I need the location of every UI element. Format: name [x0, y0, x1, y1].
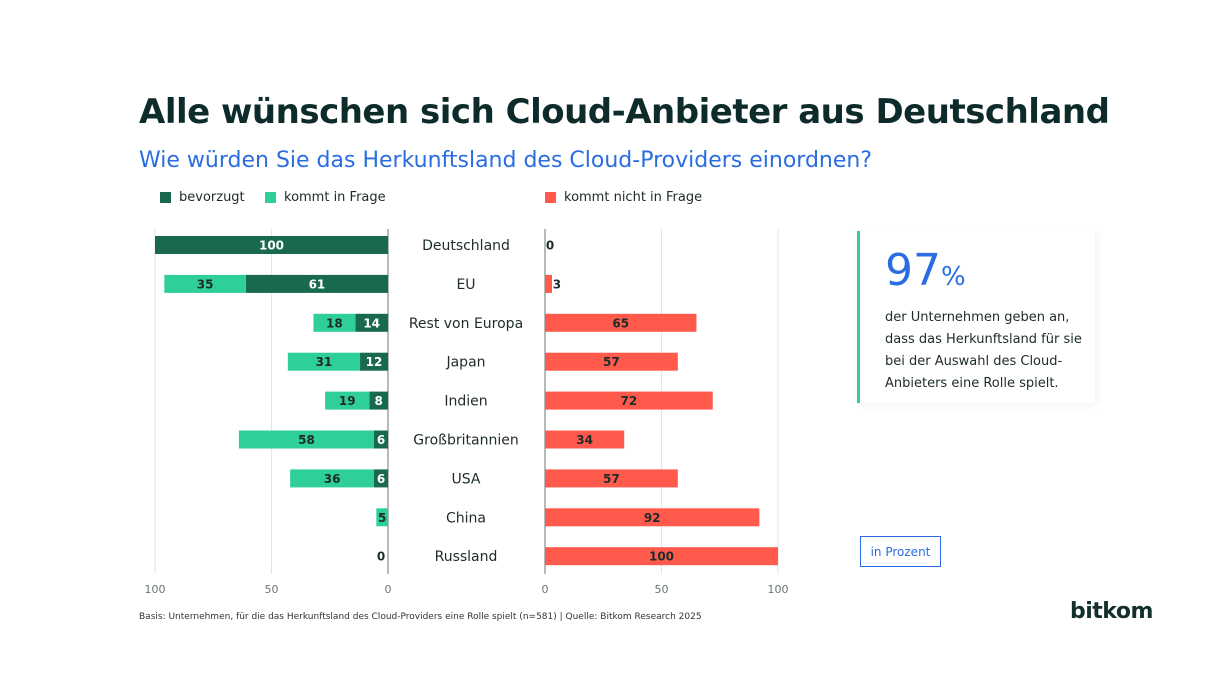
x-tick-label-right: 100 [768, 583, 789, 596]
bar-possible [313, 313, 356, 332]
key-figure-text: der Unternehmen geben an, dass das Herku… [885, 310, 1082, 391]
bar-not-possible [545, 274, 552, 293]
legend-swatch-possible [265, 192, 276, 203]
unit-note: in Prozent [860, 536, 941, 567]
bar-possible [290, 469, 375, 488]
bar-not-possible [545, 469, 678, 488]
category-label: EU [456, 277, 475, 293]
data-label-not-possible: 65 [612, 316, 629, 330]
data-label-not-possible: 57 [603, 472, 620, 486]
data-label-possible: 19 [339, 394, 356, 408]
bar-possible [238, 430, 375, 449]
data-label-possible: 31 [316, 355, 333, 369]
x-tick-label-left: 0 [385, 583, 392, 596]
legend-item-preferred: bevorzugt [160, 190, 245, 205]
data-label-not-possible: 34 [576, 433, 593, 447]
data-label-preferred: 61 [309, 277, 326, 291]
bar-preferred [374, 430, 388, 449]
category-label: Japan [445, 355, 485, 371]
bar-not-possible [545, 508, 760, 527]
bar-not-possible [545, 352, 678, 371]
legend-item-not-possible: kommt nicht in Frage [545, 190, 702, 205]
data-label-possible: 5 [378, 511, 386, 525]
bar-possible [325, 391, 370, 410]
data-label-preferred: 100 [259, 239, 284, 253]
data-label-not-possible: 3 [553, 277, 561, 291]
x-tick-label-right: 50 [655, 583, 669, 596]
footnote: Basis: Unternehmen, für die das Herkunft… [139, 612, 702, 622]
category-label: Indien [444, 394, 487, 410]
bar-possible [287, 352, 361, 371]
bar-not-possible [545, 313, 697, 332]
bar-possible [376, 508, 388, 527]
data-label-not-possible: 92 [644, 511, 661, 525]
data-label-not-possible: 57 [603, 355, 620, 369]
data-label-possible: 36 [324, 472, 341, 486]
data-label-preferred: 6 [377, 433, 385, 447]
x-tick-label-left: 50 [265, 583, 279, 596]
category-label: Großbritannien [413, 433, 518, 449]
bar-not-possible [545, 391, 713, 410]
key-figure-unit: % [941, 262, 966, 292]
x-tick-label-right: 0 [542, 583, 549, 596]
bar-preferred [355, 313, 388, 332]
bar-preferred [155, 236, 388, 254]
data-label-not-possible: 72 [621, 394, 638, 408]
chart-title: Alle wünschen sich Cloud-Anbieter aus De… [139, 92, 1110, 132]
category-label: Rest von Europa [409, 316, 523, 332]
category-label: China [446, 510, 486, 526]
key-figure-value: 97 [885, 245, 941, 296]
category-label: Russland [435, 549, 498, 565]
bitkom-logo: bitkom [1070, 599, 1153, 624]
data-label-preferred: 12 [366, 355, 383, 369]
legend-swatch-not-possible [545, 192, 556, 203]
x-tick-label-left: 100 [145, 583, 166, 596]
data-label-preferred: 8 [375, 394, 383, 408]
key-figure-callout: 97% der Unternehmen geben an, dass das H… [857, 231, 1095, 403]
data-label-not-possible: 100 [649, 550, 674, 564]
data-label-possible: 18 [326, 316, 343, 330]
bar-preferred [245, 274, 388, 293]
legend-label-preferred: bevorzugt [179, 190, 245, 205]
data-label-preferred: 6 [377, 472, 385, 486]
data-label-preferred: 14 [363, 316, 380, 330]
legend-label-not-possible: kommt nicht in Frage [564, 190, 703, 205]
legend-swatch-preferred [160, 192, 171, 203]
bar-preferred [360, 352, 388, 371]
data-label-not-possible: 0 [546, 239, 554, 253]
legend-label-possible: kommt in Frage [284, 190, 386, 205]
bar-not-possible [545, 430, 625, 449]
category-label: USA [452, 471, 481, 487]
bar-preferred [374, 469, 388, 488]
data-label-possible: 35 [197, 277, 214, 291]
key-figure: 97% [885, 245, 966, 296]
bar-preferred [369, 391, 388, 410]
bar-not-possible [545, 547, 778, 566]
data-label-possible: 58 [298, 433, 315, 447]
bar-possible [164, 274, 246, 293]
chart-subtitle: Wie würden Sie das Herkunftsland des Clo… [139, 148, 873, 173]
legend-item-possible: kommt in Frage [265, 190, 386, 205]
category-label: Deutschland [422, 238, 510, 254]
data-label-zero: 0 [377, 550, 385, 564]
